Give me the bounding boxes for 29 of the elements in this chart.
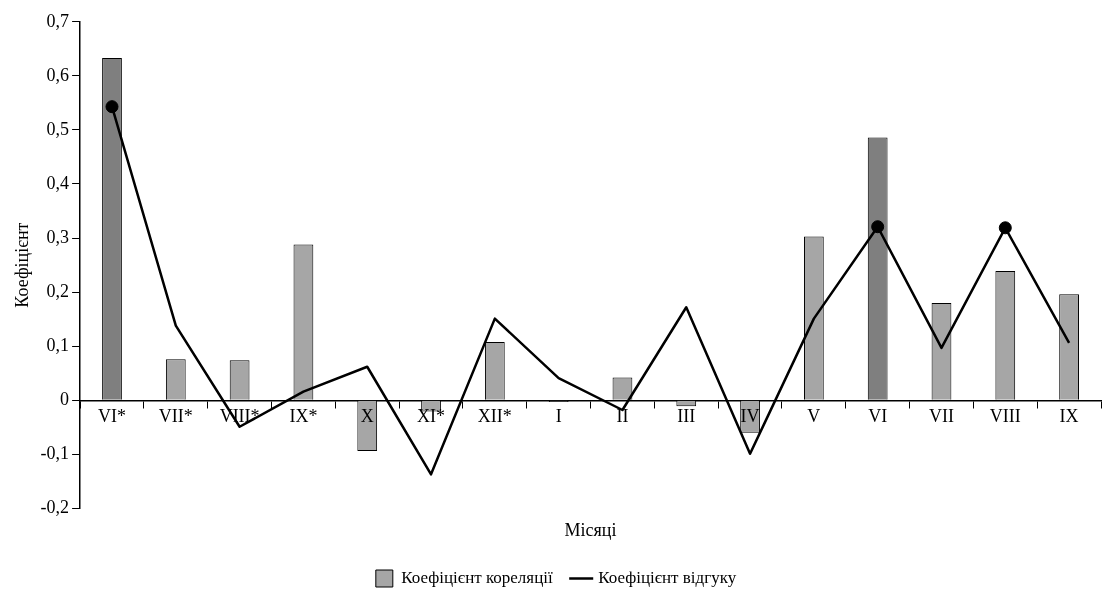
y-tick-label: 0 bbox=[60, 389, 70, 409]
y-tick-label: 0,5 bbox=[46, 118, 70, 139]
y-tick-label: 0,1 bbox=[46, 334, 70, 355]
x-tick-label: IX bbox=[1059, 406, 1079, 426]
x-tick-label: XII* bbox=[477, 406, 512, 426]
x-tick-label: I bbox=[555, 406, 562, 426]
x-tick-label: VIII bbox=[989, 406, 1021, 426]
x-tick-label: III bbox=[677, 406, 696, 426]
y-axis-title: Коефіцієнт bbox=[11, 222, 32, 308]
legend-label: Коефіцієнт кореляції bbox=[401, 567, 553, 587]
x-tick-label: VI* bbox=[98, 406, 126, 426]
x-tick-label: IV bbox=[740, 406, 760, 426]
x-tick-label: VI bbox=[868, 406, 888, 426]
y-tick-label: 0,3 bbox=[46, 226, 70, 247]
x-tick-label: V bbox=[807, 406, 821, 426]
x-tick-label: VII* bbox=[158, 406, 193, 426]
y-tick-label: -0,1 bbox=[40, 443, 70, 464]
x-tick-label: VII bbox=[928, 406, 954, 426]
legend-label: Коефіцієнт відгуку bbox=[598, 567, 737, 587]
x-tick-label: II bbox=[616, 406, 629, 426]
y-tick-label: 0,2 bbox=[46, 280, 70, 301]
y-tick-label: 0,6 bbox=[46, 64, 70, 85]
x-tick-label: XI* bbox=[417, 406, 446, 426]
x-tick-label: IX* bbox=[289, 406, 318, 426]
y-tick-label: -0,2 bbox=[40, 497, 70, 518]
y-tick-label: 0,4 bbox=[46, 172, 70, 193]
x-tick-label: X bbox=[360, 406, 374, 426]
y-tick-label: 0,7 bbox=[46, 10, 70, 31]
x-axis-title: Місяці bbox=[564, 519, 617, 540]
